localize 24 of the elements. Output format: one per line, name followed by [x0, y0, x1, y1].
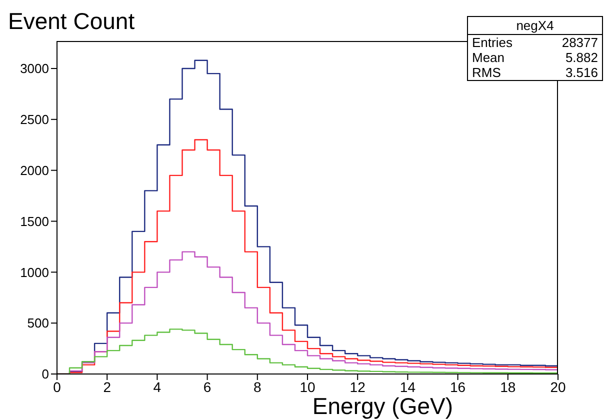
x-tick-label: 16: [450, 378, 466, 395]
text: RMS 3.516: [472, 65, 598, 80]
text: Mean 5.882: [472, 50, 598, 65]
x-tick-label: 10: [300, 378, 316, 395]
x-tick-label: 0: [53, 378, 62, 395]
x-tick-label: 4: [153, 378, 162, 395]
text: Entries 28377: [472, 35, 598, 50]
x-tick-label: 2: [103, 378, 112, 395]
x-axis-title: Energy (GeV): [312, 393, 453, 419]
x-tick-label: 8: [254, 378, 262, 395]
x-tick-label: 12: [350, 378, 366, 395]
y-tick-label: 2000: [20, 162, 49, 178]
x-tick-label: 6: [203, 378, 212, 395]
y-axis-title: Event Count: [8, 8, 135, 35]
y-tick-label: 1500: [20, 214, 49, 229]
text: negX4: [468, 17, 602, 35]
y-tick-label: 3000: [20, 61, 49, 76]
x-tick-label: 18: [500, 378, 516, 395]
y-tick-label: 0: [42, 366, 49, 382]
y-tick-label: 2500: [20, 112, 49, 128]
y-tick-label: 500: [27, 316, 49, 331]
y-tick-label: 1000: [20, 264, 49, 280]
x-tick-label: 14: [400, 378, 416, 395]
x-tick-label: 20: [550, 378, 566, 395]
